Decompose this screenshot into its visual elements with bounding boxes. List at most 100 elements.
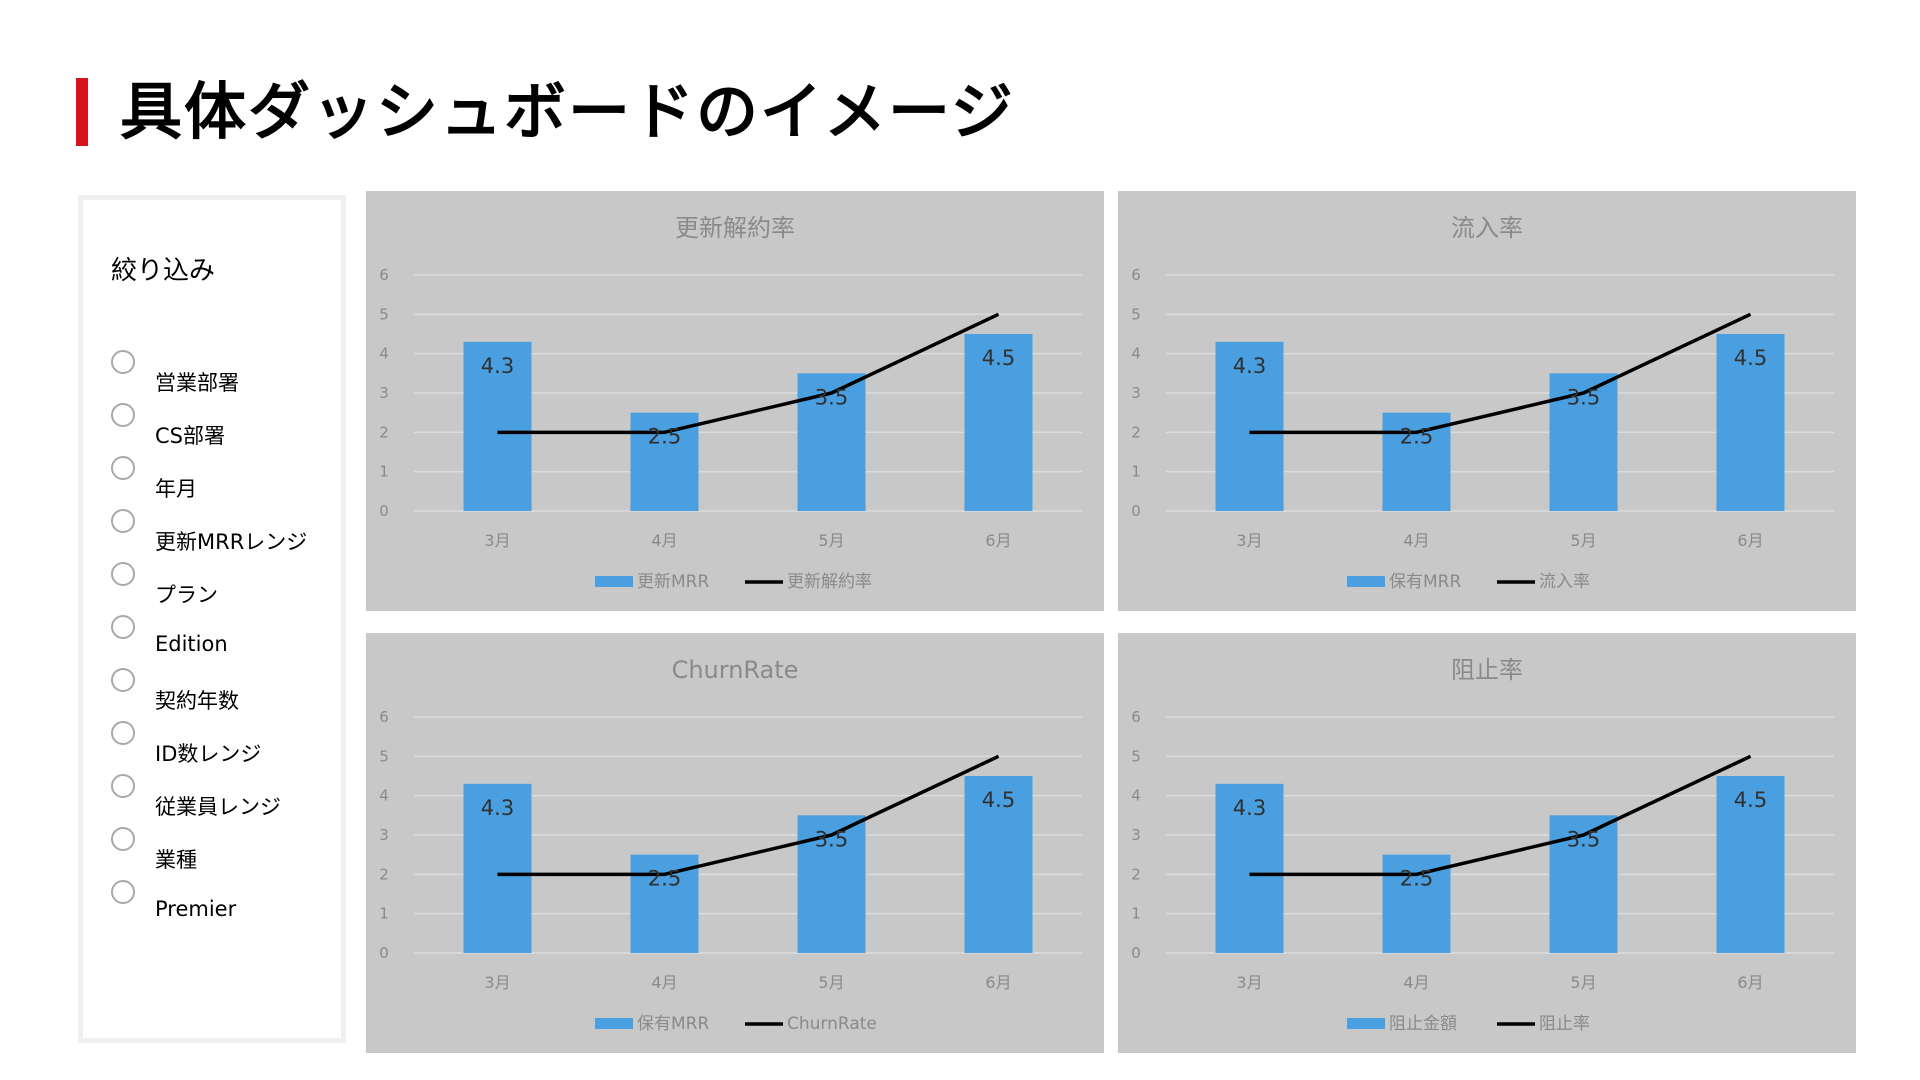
x-tick-label: 4月	[1403, 973, 1429, 992]
filter-option-label: 年月	[155, 477, 197, 501]
filter-option-year-month[interactable]: 年月	[111, 456, 341, 501]
y-tick-label: 2	[379, 865, 389, 883]
x-tick-label: 6月	[1737, 973, 1763, 992]
chart-inflow-rate: 流入率 0 1 2 3 4 5 6 4.3 2.5 3.5 4.5 3月 4月 5月 6月 保有MRR 流入率	[1118, 191, 1856, 611]
chart-title: 阻止率	[1451, 656, 1523, 684]
y-tick-label: 6	[379, 708, 389, 726]
radio-button[interactable]	[111, 456, 135, 480]
x-tick-label: 6月	[985, 973, 1011, 992]
line-series	[497, 754, 1000, 877]
y-tick-label: 0	[379, 944, 389, 962]
filter-option-industry[interactable]: 業種	[111, 827, 341, 872]
radio-button[interactable]	[111, 880, 135, 904]
bar	[797, 373, 866, 511]
chart-title: 流入率	[1451, 214, 1523, 242]
bar	[1716, 776, 1785, 953]
filter-option-contract-years[interactable]: 契約年数	[111, 668, 341, 713]
filter-option-sales-dept[interactable]: 営業部署	[111, 350, 341, 395]
filter-option-label: 業種	[155, 848, 197, 872]
legend-swatch-bar	[595, 576, 633, 587]
legend-swatch-bar	[1347, 1018, 1385, 1029]
data-label: 2.5	[648, 867, 681, 891]
filter-panel: 絞り込み 営業部署 CS部署 年月 更新MRRレンジ プラン Edition 契…	[78, 195, 346, 1043]
data-label: 4.5	[1734, 346, 1767, 370]
legend-swatch-bar	[1347, 576, 1385, 587]
bar	[630, 854, 699, 953]
radio-button[interactable]	[111, 615, 135, 639]
filter-option-employee-range[interactable]: 従業員レンジ	[111, 774, 341, 819]
filter-option-renewal-mrr-range[interactable]: 更新MRRレンジ	[111, 509, 341, 554]
x-tick-label: 3月	[1236, 531, 1262, 550]
page-title: 具体ダッシュボードのイメージ	[120, 75, 1015, 148]
filter-option-label: ID数レンジ	[155, 742, 262, 766]
y-tick-label: 4	[1131, 345, 1141, 363]
y-tick-label: 1	[379, 905, 389, 923]
data-label: 2.5	[648, 425, 681, 449]
filter-option-label: 更新MRRレンジ	[155, 530, 308, 554]
bar	[1382, 412, 1451, 511]
x-tick-label: 3月	[1236, 973, 1262, 992]
filter-option-edition[interactable]: Edition	[111, 615, 341, 656]
filter-option-label: プラン	[155, 583, 218, 607]
y-tick-label: 2	[379, 423, 389, 441]
data-label: 4.3	[1233, 354, 1266, 378]
title-accent-bar	[76, 78, 88, 146]
y-tick-label: 6	[1131, 708, 1141, 726]
legend-swatch-bar	[595, 1018, 633, 1029]
filter-option-label: 従業員レンジ	[155, 795, 281, 819]
bar	[797, 815, 866, 953]
y-tick-label: 3	[1131, 826, 1141, 844]
y-tick-label: 5	[379, 747, 389, 765]
radio-button[interactable]	[111, 350, 135, 374]
chart-title: ChurnRate	[672, 656, 799, 684]
radio-button[interactable]	[111, 774, 135, 798]
radio-button[interactable]	[111, 668, 135, 692]
x-tick-label: 6月	[985, 531, 1011, 550]
y-tick-label: 3	[379, 826, 389, 844]
filter-option-label: 営業部署	[155, 371, 239, 395]
x-tick-label: 6月	[1737, 531, 1763, 550]
filter-title: 絞り込み	[111, 256, 216, 286]
x-tick-label: 4月	[651, 973, 677, 992]
y-tick-label: 5	[1131, 747, 1141, 765]
legend-label: 流入率	[1539, 572, 1590, 592]
filter-option-label: 契約年数	[155, 689, 239, 713]
y-tick-label: 5	[379, 305, 389, 323]
filter-option-label: Premier	[155, 897, 237, 921]
legend-label: 更新MRR	[637, 572, 709, 592]
y-tick-label: 5	[1131, 305, 1141, 323]
y-tick-label: 6	[379, 266, 389, 284]
bar	[1716, 334, 1785, 511]
bar	[1549, 373, 1618, 511]
line-series	[497, 312, 1000, 435]
radio-button[interactable]	[111, 827, 135, 851]
radio-button[interactable]	[111, 562, 135, 586]
bar	[964, 334, 1033, 511]
legend-label: 保有MRR	[637, 1014, 709, 1034]
filter-option-cs-dept[interactable]: CS部署	[111, 403, 341, 448]
data-label: 2.5	[1400, 425, 1433, 449]
y-tick-label: 4	[379, 787, 389, 805]
radio-button[interactable]	[111, 403, 135, 427]
filter-option-label: Edition	[155, 632, 228, 656]
y-tick-label: 2	[1131, 865, 1141, 883]
y-tick-label: 2	[1131, 423, 1141, 441]
y-tick-label: 0	[379, 502, 389, 520]
x-tick-label: 5月	[1570, 531, 1596, 550]
chart-prevention-rate: 阻止率 0 1 2 3 4 5 6 4.3 2.5 3.5 4.5 3月 4月 5月 6月 阻止金額 阻止率	[1118, 633, 1856, 1053]
data-label: 4.3	[481, 796, 514, 820]
radio-button[interactable]	[111, 721, 135, 745]
filter-option-plan[interactable]: プラン	[111, 562, 341, 607]
data-label: 4.3	[481, 354, 514, 378]
data-label: 4.3	[1233, 796, 1266, 820]
line-series	[1249, 754, 1752, 877]
y-tick-label: 6	[1131, 266, 1141, 284]
bar	[463, 783, 532, 953]
bar	[964, 776, 1033, 953]
filter-option-premier[interactable]: Premier	[111, 880, 341, 921]
radio-button[interactable]	[111, 509, 135, 533]
filter-option-id-count-range[interactable]: ID数レンジ	[111, 721, 341, 766]
